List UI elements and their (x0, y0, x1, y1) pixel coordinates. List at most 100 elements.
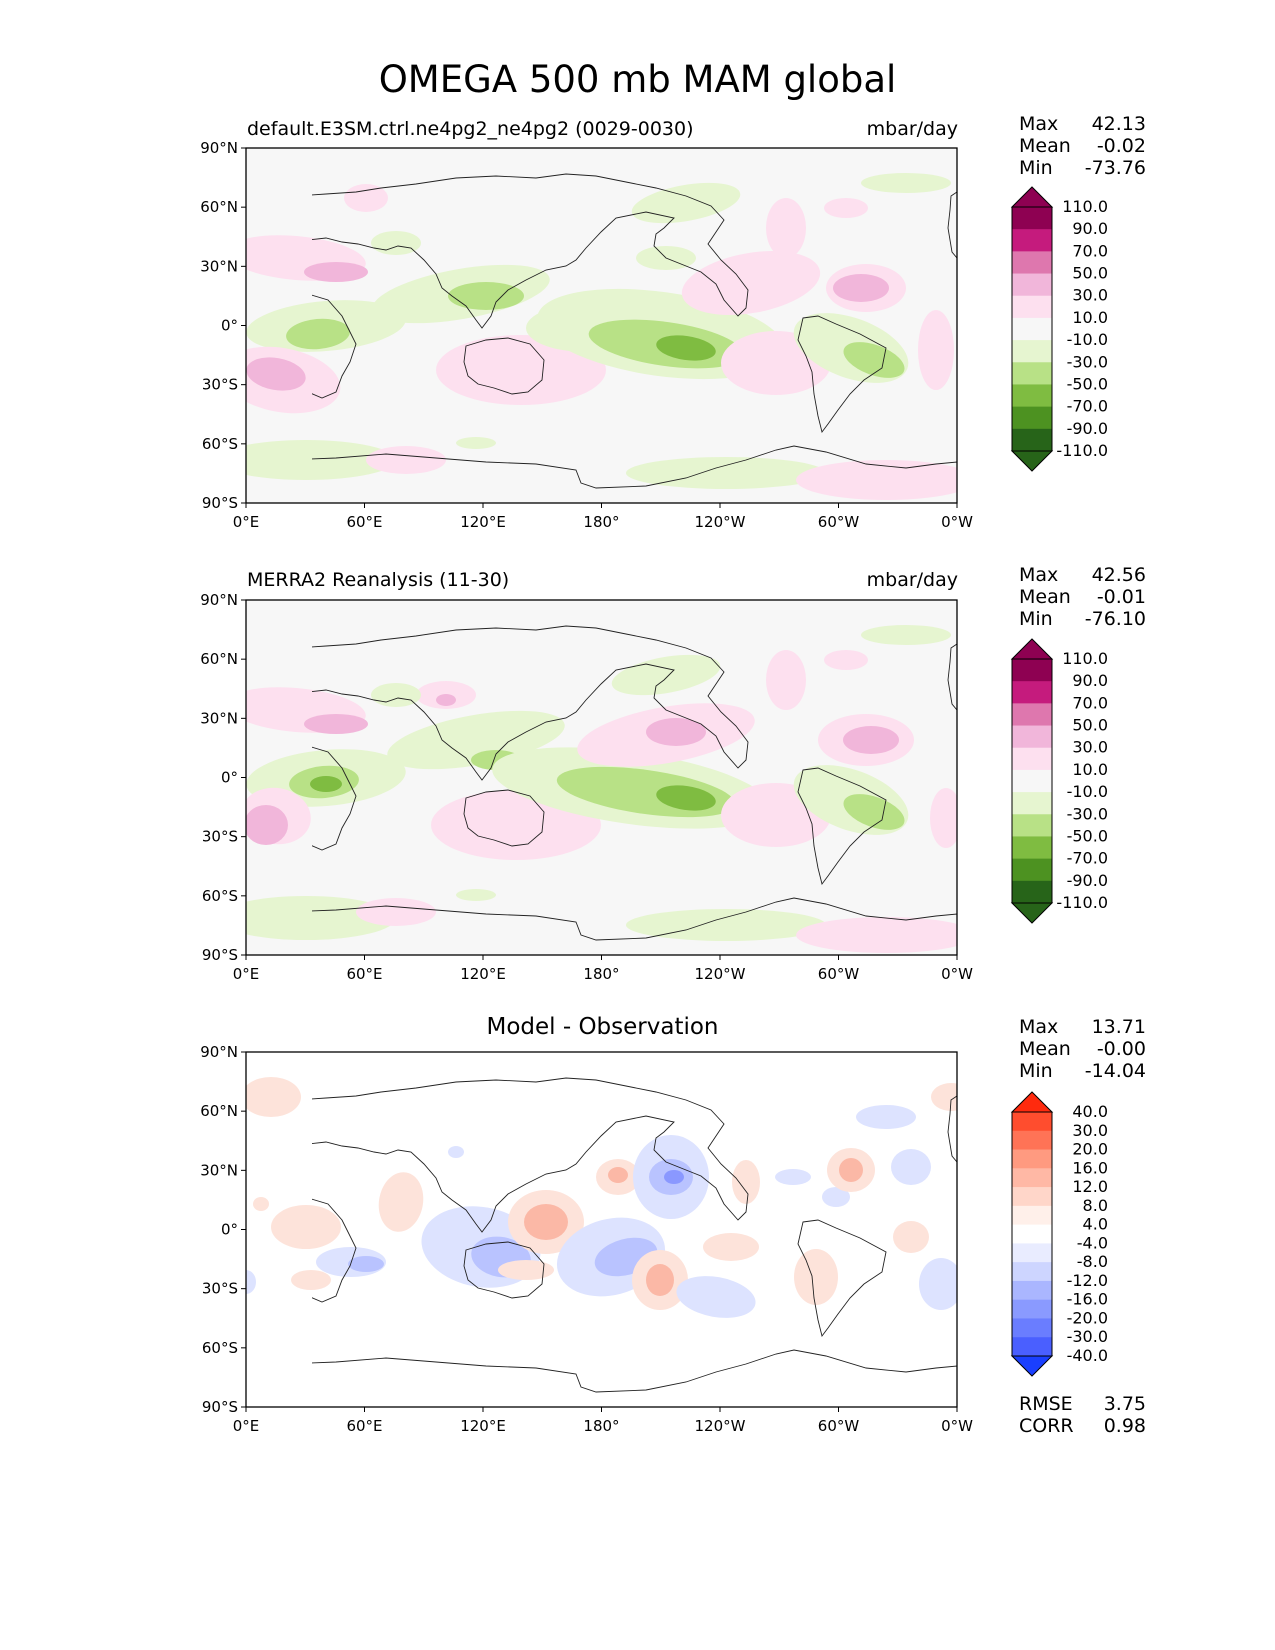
contour-region (304, 714, 368, 734)
colorbar-label: -90.0 (1067, 419, 1108, 438)
contour-region (664, 1170, 684, 1184)
panel-2-map: 90°N 60°N 30°N 0° 30°S 60°S 90°S0°E 60°E 120°E 18… (200, 592, 973, 983)
colorbar-label: 20.0 (1072, 1140, 1108, 1159)
contour-field (246, 173, 957, 500)
colorbar-label: -110.0 (1056, 441, 1108, 460)
colorbar-segment (1012, 1262, 1052, 1282)
colorbar-label: 70.0 (1072, 693, 1108, 712)
contour-region (246, 1077, 301, 1117)
coastline (312, 897, 958, 956)
stat-value: 42.56 (1091, 564, 1146, 586)
colorbar-segment (1012, 406, 1052, 430)
colorbar-label: -70.0 (1067, 397, 1108, 416)
lat-tick-label: 60°N (200, 650, 238, 668)
contour-region (366, 446, 446, 474)
stat-value: -73.76 (1084, 157, 1146, 179)
lon-tick-label: 120°E (460, 965, 506, 983)
lon-tick-label: 180° (583, 965, 619, 983)
colorbar-label: 90.0 (1072, 219, 1108, 238)
colorbar-segment (1012, 836, 1052, 860)
colorbar-segment (1012, 384, 1052, 408)
contour-region (436, 694, 456, 706)
contour-region (766, 198, 806, 258)
colorbar-label: -30.0 (1067, 352, 1108, 371)
coastline (312, 294, 357, 399)
contour-region (824, 198, 868, 218)
colorbar-label: 30.0 (1072, 1121, 1108, 1140)
contour-region (246, 357, 306, 391)
colorbar-label: 110.0 (1062, 649, 1108, 668)
colorbar-label: 4.0 (1083, 1215, 1108, 1234)
lat-tick-label: 60°N (200, 1102, 238, 1120)
colorbar-segment (1012, 769, 1052, 793)
lat-tick-label: 60°S (202, 435, 238, 453)
colorbar-segment (1012, 1337, 1052, 1357)
contour-region (824, 650, 868, 670)
panel-2-colorbar: 110.0 90.0 70.0 50.0 30.0 10.0 -10.0 -30.0 -50.0… (1010, 638, 1108, 924)
coastline (463, 789, 545, 847)
coastline (463, 337, 545, 395)
coastline (312, 1198, 357, 1303)
lat-tick-label: 90°N (200, 140, 238, 157)
colorbar-over-extension (1010, 638, 1054, 660)
colorbar-segment (1012, 1243, 1052, 1263)
contour-region (498, 1260, 554, 1280)
colorbar-frame (1011, 206, 1053, 452)
coastlines (312, 173, 958, 504)
contour-region (676, 1276, 756, 1318)
stat-value: -0.01 (1096, 586, 1146, 608)
panel-2-units: mbar/day (866, 569, 958, 591)
contour-field (246, 625, 957, 953)
lat-tick-label: 30°N (200, 1161, 238, 1179)
lat-tick-label: 0° (221, 1221, 238, 1239)
contour-region (646, 718, 706, 746)
contour-region (356, 898, 436, 926)
colorbar-label: 40.0 (1072, 1102, 1108, 1121)
lon-tick-label: 180° (583, 1417, 619, 1435)
stat-value: -0.00 (1096, 1038, 1146, 1060)
lon-tick-label: 0°W (941, 965, 973, 983)
contour-region (611, 654, 721, 696)
lon-tick-label: 120°W (695, 965, 746, 983)
contour-region (286, 318, 350, 350)
contour-region (371, 231, 421, 255)
contour-region (681, 251, 821, 315)
colorbar-label: -70.0 (1067, 849, 1108, 868)
stat-label: CORR (1019, 1415, 1074, 1437)
colorbar-segment (1012, 362, 1052, 385)
contour-region (856, 1105, 916, 1129)
colorbar-label: -10.0 (1067, 330, 1108, 349)
contour-region (246, 440, 396, 480)
contour-region (732, 1160, 760, 1204)
colorbar-segment (1012, 681, 1052, 704)
contour-region (271, 1205, 341, 1249)
colorbar-segment (1012, 1168, 1052, 1188)
contour-region (796, 917, 957, 953)
lat-tick-label: 60°S (202, 887, 238, 905)
contour-region (839, 1158, 863, 1182)
panel-3-stats: Max 13.71 Mean -0.00 Min -14.04 (1019, 1016, 1146, 1082)
colorbar-label: 12.0 (1072, 1177, 1108, 1196)
contour-region (246, 1270, 256, 1294)
contour-region (456, 889, 496, 901)
lon-tick-label: 120°E (460, 1417, 506, 1435)
contour-region (348, 1256, 384, 1272)
colorbar-segment (1012, 703, 1052, 726)
lon-tick-label: 180° (583, 513, 619, 531)
colorbar-segment (1012, 1224, 1052, 1244)
lon-tick-label: 0°E (233, 1417, 260, 1435)
coastline (312, 445, 958, 504)
coastline (463, 1241, 545, 1299)
colorbar-under-extension (1010, 1355, 1054, 1377)
contour-region (703, 1233, 759, 1261)
contour-region (631, 182, 741, 224)
lon-tick-label: 0°E (233, 965, 260, 983)
contour-region (861, 625, 951, 645)
contour-region (843, 726, 899, 754)
colorbar-label: 50.0 (1072, 264, 1108, 283)
colorbar-label: 110.0 (1062, 197, 1108, 216)
colorbar-label: -10.0 (1067, 782, 1108, 801)
contour-region (524, 1204, 568, 1240)
colorbar-segment (1012, 340, 1052, 363)
coastline (312, 173, 749, 329)
